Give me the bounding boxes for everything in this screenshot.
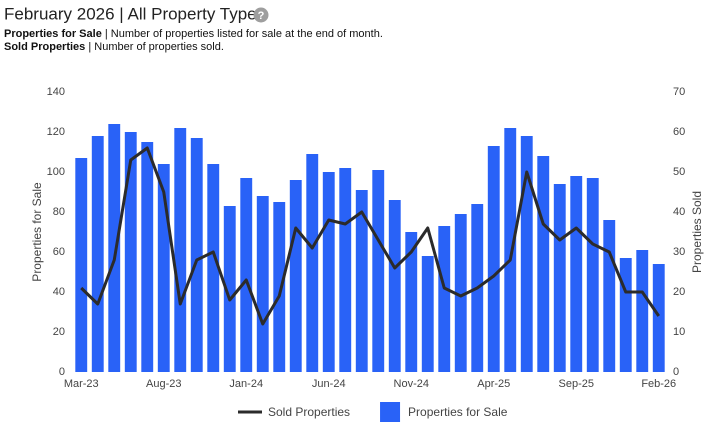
x-tick-label: Mar-23 [64,378,99,390]
y-tick-label: 20 [53,326,65,338]
y-tick-label: 80 [53,206,65,218]
bar [190,138,203,372]
bar [388,200,401,372]
y-tick-label: 0 [59,366,65,378]
y2-axis-title: Properties Sold [690,191,704,273]
bar [652,264,665,372]
y2-tick-label: 0 [673,366,679,378]
note-term: Properties for Sale [4,28,102,40]
x-tick-label: Nov-24 [394,378,429,390]
note-text: | Number of properties sold. [85,41,224,53]
legend-swatch [380,402,401,422]
y-axis-title: Properties for Sale [30,182,44,282]
bar [603,220,616,372]
help-icon-glyph[interactable]: ? [258,10,265,22]
bar [91,136,104,372]
bar [454,214,467,372]
bar [586,178,599,372]
bar [355,190,368,372]
x-tick-label: Sep-25 [559,378,594,390]
bar [537,156,550,372]
bar [322,172,335,372]
bar [174,128,187,372]
chart-title: February 2026 | All Property Types [4,4,265,23]
bar [553,184,566,372]
bar [223,206,236,372]
bar [289,180,302,372]
note: Properties for Sale | Number of properti… [4,28,383,40]
note-term: Sold Properties [4,41,85,53]
y2-tick-label: 60 [673,126,685,138]
bar [520,136,533,372]
bar [157,164,170,372]
bar [438,226,451,372]
bar [421,256,434,372]
x-tick-label: Apr-25 [477,378,510,390]
x-tick-label: Feb-26 [641,378,676,390]
bar [405,232,418,372]
y-tick-label: 60 [53,246,65,258]
bar [256,196,269,372]
x-tick-label: Aug-23 [146,378,181,390]
bar [570,176,583,372]
bar [240,178,253,372]
bar [207,164,220,372]
x-tick-label: Jan-24 [229,378,263,390]
line [80,146,660,326]
legend-label: Properties for Sale [408,405,508,419]
y2-tick-label: 40 [673,206,685,218]
y2-tick-label: 70 [673,86,685,98]
y2-tick-label: 20 [673,286,685,298]
x-tick-label: Jun-24 [312,378,346,390]
bar [273,202,286,372]
y2-tick-label: 30 [673,246,685,258]
y-tick-label: 140 [47,86,65,98]
bar [636,250,649,372]
legend-label: Sold Properties [268,405,350,419]
note: Sold Properties | Number of properties s… [4,41,224,53]
help-icon[interactable] [253,7,269,23]
y2-tick-label: 50 [673,166,685,178]
bar [504,128,517,372]
bar [75,158,88,372]
y2-tick-label: 10 [673,326,685,338]
bar [487,146,500,372]
bar [372,170,385,372]
y-tick-label: 100 [47,166,65,178]
bar [124,132,137,372]
bar [306,154,319,372]
y-tick-label: 120 [47,126,65,138]
bar [619,258,632,372]
y-tick-label: 40 [53,286,65,298]
bar [108,124,121,372]
note-text: | Number of properties listed for sale a… [102,28,383,40]
bar [141,142,154,372]
bar [339,168,352,372]
